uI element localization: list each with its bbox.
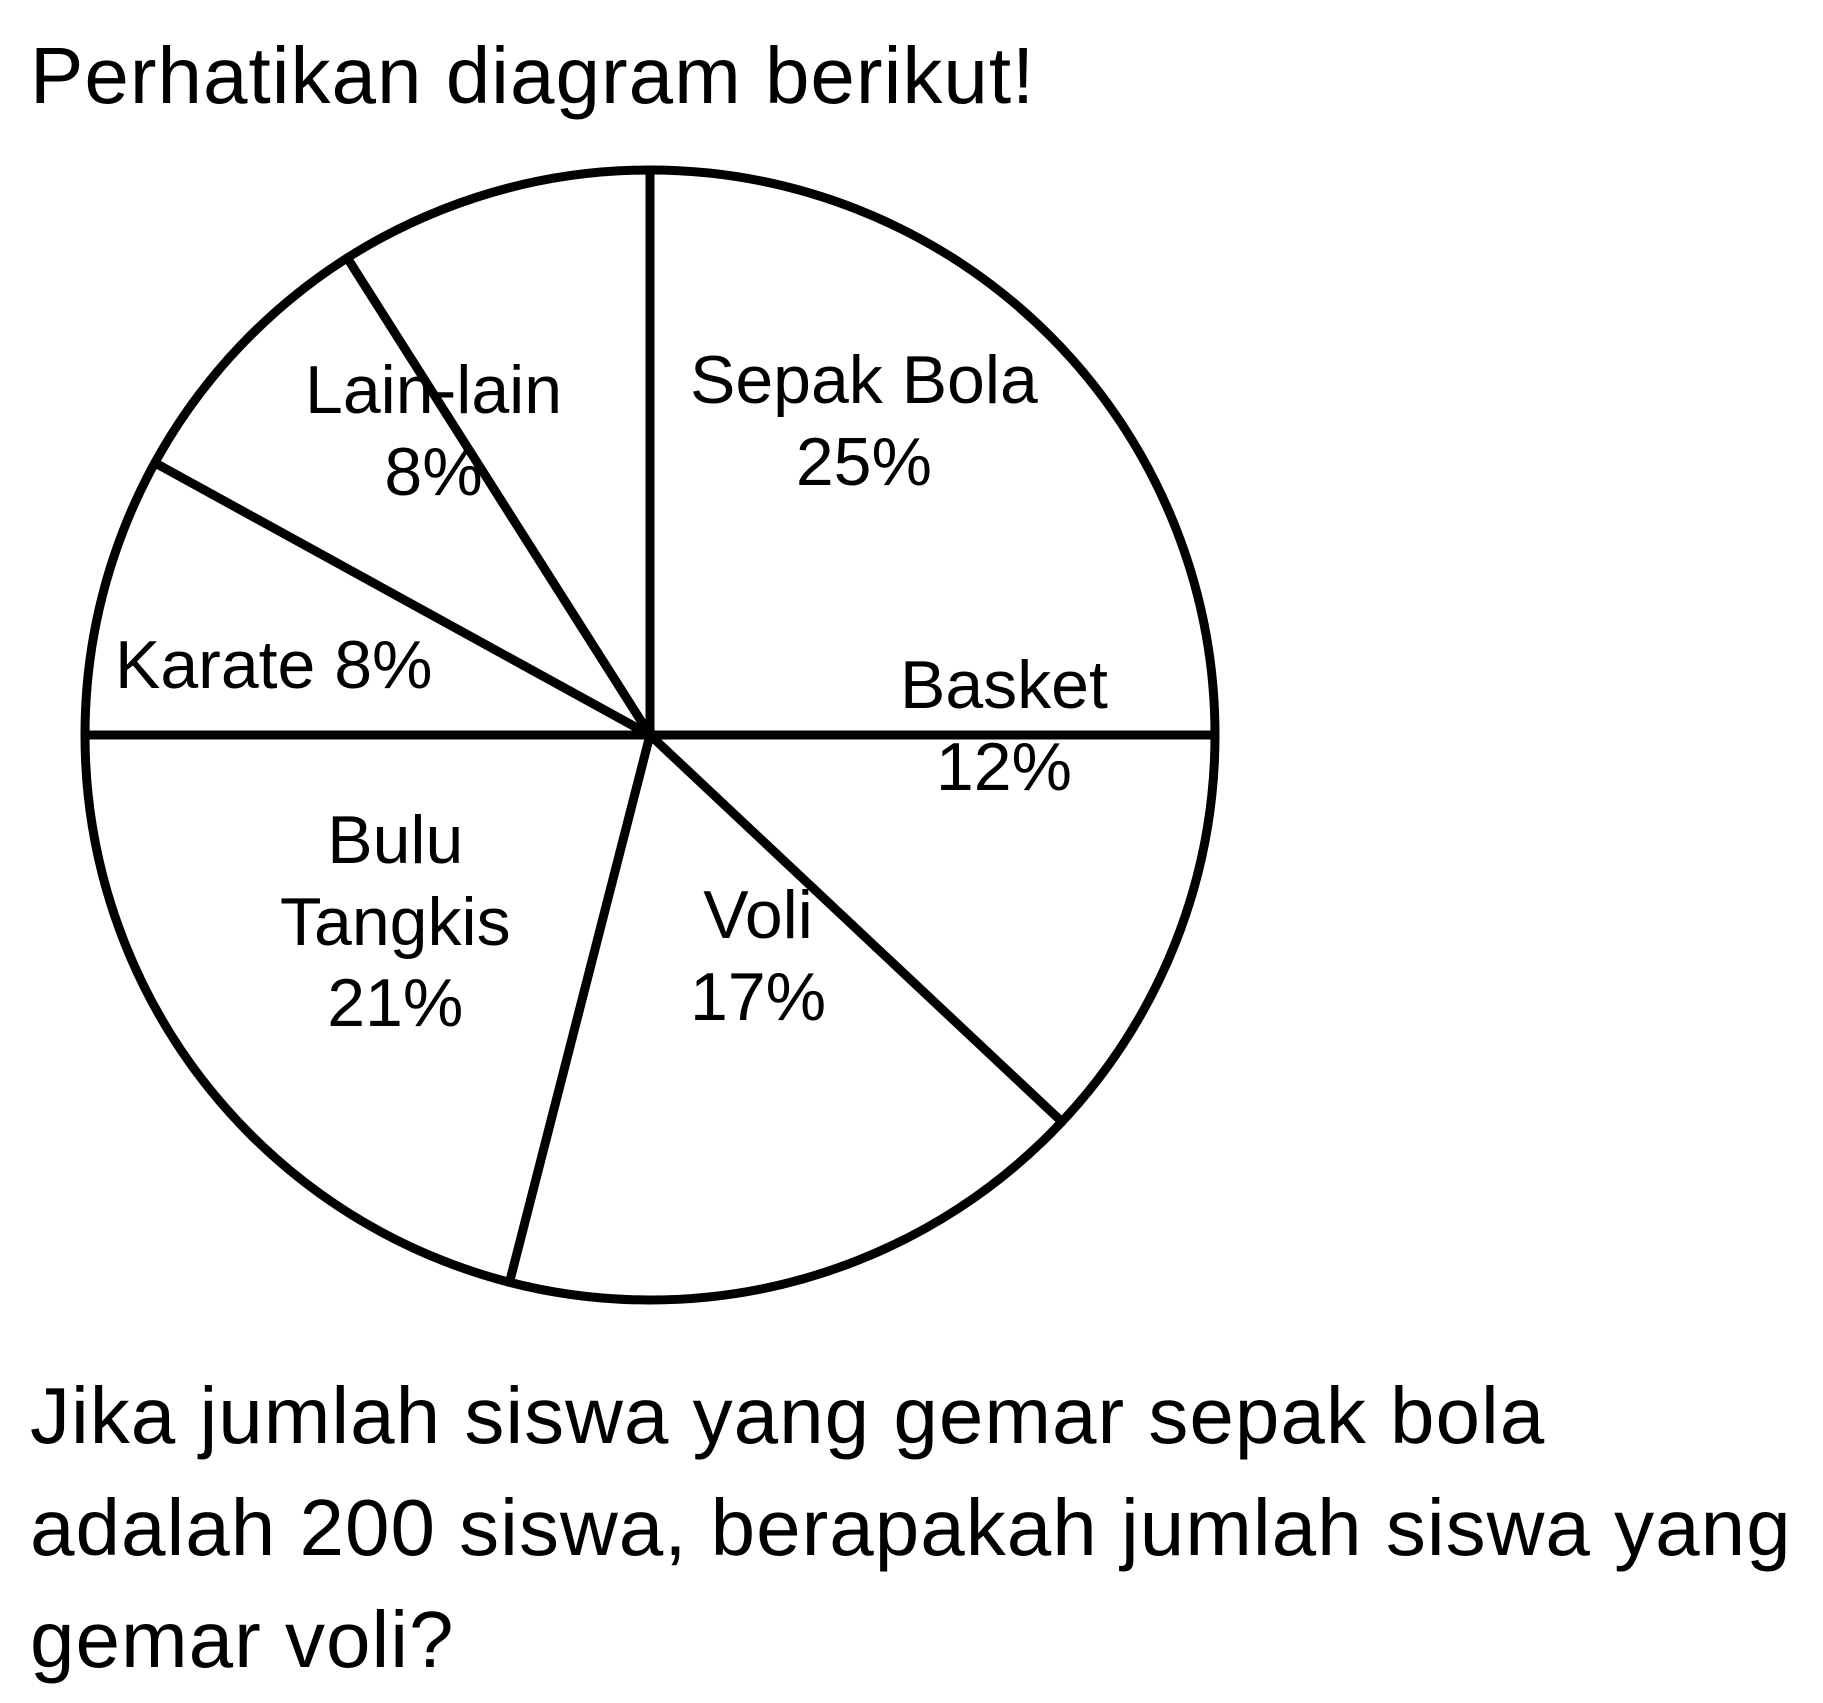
question-text: Jika jumlah siswa yang gemar sepak bola …: [30, 1360, 1800, 1696]
slice-label-percent: 8%: [384, 434, 482, 510]
slice-label-text: Bulu: [327, 802, 463, 878]
slice-label-karate: Karate 8%: [115, 625, 433, 707]
slice-label-percent: 21%: [327, 965, 463, 1041]
pie-chart: Sepak Bola 25% Basket 12% Voli 17% Bulu …: [70, 155, 1230, 1315]
slice-label-percent: 17%: [690, 959, 826, 1035]
slice-label-percent: 12%: [936, 729, 1072, 805]
slice-label-voli: Voli 17%: [690, 875, 826, 1038]
slice-label-text-2: Tangkis: [280, 884, 511, 960]
slice-label-text: Karate 8%: [115, 627, 433, 703]
slice-label-basket: Basket 12%: [900, 645, 1108, 808]
slice-label-bulu-tangkis: Bulu Tangkis 21%: [280, 800, 511, 1045]
slice-label-text: Basket: [900, 647, 1108, 723]
slice-label-lain-lain: Lain-lain 8%: [305, 350, 562, 513]
slice-label-sepak-bola: Sepak Bola 25%: [690, 340, 1038, 503]
page-title: Perhatikan diagram berikut!: [30, 30, 1035, 122]
slice-label-text: Voli: [703, 877, 813, 953]
slice-label-text: Sepak Bola: [690, 342, 1038, 418]
slice-label-text: Lain-lain: [305, 352, 562, 428]
slice-label-percent: 25%: [796, 424, 932, 500]
